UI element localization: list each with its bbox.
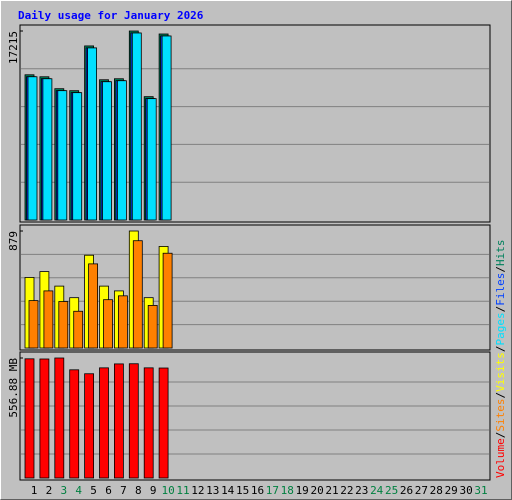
x-tick-label: 3 bbox=[60, 484, 67, 497]
x-tick-label: 27 bbox=[415, 484, 428, 497]
bar bbox=[72, 92, 83, 221]
legend-entry: Visits bbox=[494, 352, 507, 392]
x-tick-label: 23 bbox=[355, 484, 368, 497]
x-tick-label: 11 bbox=[176, 484, 189, 497]
x-tick-label: 25 bbox=[385, 484, 398, 497]
legend-separator: / bbox=[494, 346, 507, 353]
bar bbox=[102, 81, 112, 221]
panel bbox=[19, 224, 491, 351]
bar bbox=[84, 373, 94, 479]
x-tick-label: 22 bbox=[340, 484, 353, 497]
x-tick-label: 12 bbox=[191, 484, 204, 497]
bar bbox=[88, 263, 98, 349]
x-tick-label: 13 bbox=[206, 484, 219, 497]
bar bbox=[161, 35, 172, 221]
legend-separator: / bbox=[494, 392, 507, 399]
bar bbox=[87, 47, 97, 221]
y-tick-label: 556.88 MB bbox=[7, 358, 20, 418]
x-tick-label: 5 bbox=[90, 484, 97, 497]
legend-separator: / bbox=[494, 432, 507, 439]
x-tick-label: 10 bbox=[161, 484, 174, 497]
bar bbox=[69, 369, 80, 479]
legend-entry: Hits bbox=[494, 240, 507, 267]
bar bbox=[146, 98, 157, 221]
x-tick-label: 17 bbox=[266, 484, 279, 497]
x-tick-label: 18 bbox=[281, 484, 294, 497]
x-tick-label: 4 bbox=[75, 484, 82, 497]
legend-separator: / bbox=[494, 266, 507, 273]
panel bbox=[19, 24, 491, 223]
x-tick-label: 15 bbox=[236, 484, 249, 497]
x-tick-label: 16 bbox=[251, 484, 264, 497]
legend-entry: Volume bbox=[494, 438, 507, 478]
bar bbox=[99, 367, 109, 479]
legend-entry: Pages bbox=[494, 312, 507, 345]
bar bbox=[57, 90, 68, 221]
x-tick-label: 29 bbox=[445, 484, 458, 497]
y-tick-label: 879 bbox=[7, 231, 20, 251]
bar bbox=[117, 80, 127, 221]
bar bbox=[114, 363, 124, 479]
bar bbox=[103, 299, 113, 349]
legend-entry: Files bbox=[494, 273, 507, 306]
x-tick-label: 6 bbox=[105, 484, 112, 497]
x-tick-label: 21 bbox=[325, 484, 338, 497]
bar bbox=[27, 76, 38, 221]
bar bbox=[42, 78, 53, 221]
bar bbox=[118, 295, 128, 349]
y-tick-label: 17215 bbox=[7, 31, 20, 64]
x-tick-label: 26 bbox=[400, 484, 413, 497]
legend-entry: Sites bbox=[494, 399, 507, 432]
bar bbox=[73, 310, 84, 349]
x-tick-label: 2 bbox=[46, 484, 53, 497]
x-tick-label: 9 bbox=[150, 484, 157, 497]
panel bbox=[19, 351, 491, 481]
bar bbox=[158, 367, 169, 479]
x-tick-label: 24 bbox=[370, 484, 384, 497]
bar bbox=[132, 240, 143, 349]
x-tick-label: 31 bbox=[474, 484, 487, 497]
bar bbox=[58, 301, 69, 349]
x-tick-label: 1 bbox=[31, 484, 38, 497]
x-tick-label: 7 bbox=[120, 484, 127, 497]
legend: Volume/Sites/Visits/Pages/Files/Hits bbox=[494, 240, 507, 479]
legend-separator: / bbox=[494, 306, 507, 313]
bar bbox=[162, 252, 173, 349]
bar bbox=[131, 32, 142, 221]
x-tick-label: 20 bbox=[310, 484, 323, 497]
bar bbox=[24, 358, 35, 479]
bar bbox=[147, 305, 158, 349]
bar bbox=[43, 290, 54, 349]
x-tick-label: 8 bbox=[135, 484, 142, 497]
bar bbox=[39, 358, 50, 479]
bar bbox=[128, 363, 139, 479]
bar bbox=[28, 300, 39, 349]
x-tick-label: 19 bbox=[296, 484, 309, 497]
bar bbox=[54, 357, 65, 479]
x-tick-label: 30 bbox=[459, 484, 472, 497]
bar bbox=[143, 367, 154, 479]
x-tick-label: 28 bbox=[430, 484, 443, 497]
x-tick-label: 14 bbox=[221, 484, 235, 497]
chart-title: Daily usage for January 2026 bbox=[18, 9, 204, 22]
